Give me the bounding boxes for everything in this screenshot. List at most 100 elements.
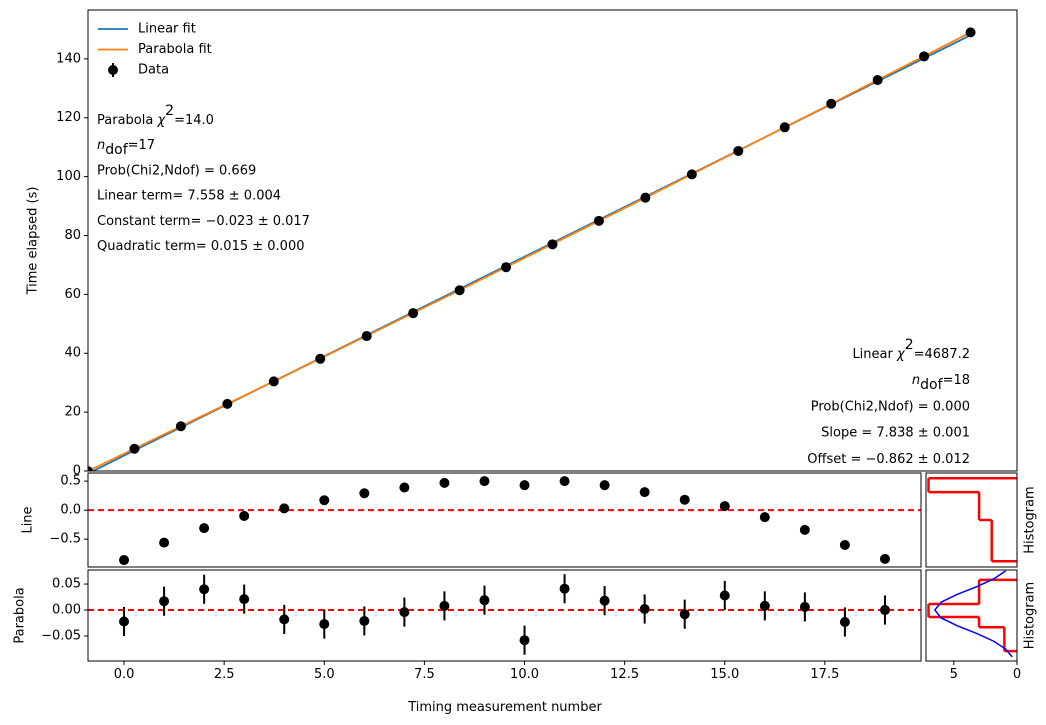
data-point: [719, 501, 730, 512]
data-point: [679, 609, 690, 620]
data-point: [733, 145, 744, 156]
data-point: [559, 583, 570, 594]
annotation-part: =17: [128, 138, 155, 153]
data-point: [159, 596, 170, 607]
data-point: [599, 595, 610, 606]
annotation-part: Prob(Chi2,Ndof) = 0.000: [811, 399, 970, 414]
data-point: [519, 480, 530, 491]
data-point: [119, 555, 130, 566]
legend-label: Parabola fit: [138, 42, 212, 57]
data-point: [159, 537, 170, 548]
annotation-part: Offset = −0.862 ± 0.012: [807, 452, 970, 467]
data-point: [239, 510, 250, 521]
data-point: [799, 524, 810, 535]
data-point: [319, 619, 330, 630]
annotation-part: χ: [156, 113, 166, 128]
data-point: [639, 604, 650, 614]
y-axis-label: Histogram: [1023, 582, 1038, 649]
plot-area: [88, 27, 976, 471]
annotation-part: Quadratic term= 0.015 ± 0.000: [97, 239, 304, 254]
data-point: [547, 239, 558, 250]
data-point: [593, 215, 604, 226]
data-point: [679, 494, 690, 505]
plot-area: [927, 570, 1017, 658]
data-point: [119, 616, 130, 627]
y-axis-label: Histogram: [1023, 486, 1038, 553]
x-tick-label: 15.0: [710, 667, 739, 682]
y-axis-label: Time elapsed (s): [26, 187, 41, 296]
data-point: [319, 495, 330, 506]
data-point: [639, 487, 650, 498]
data-point: [686, 169, 697, 180]
legend-swatch: [108, 65, 118, 75]
data-point: [279, 614, 290, 625]
data-point: [239, 594, 250, 605]
x-tick-label: 0: [1013, 667, 1021, 682]
plot-area: [927, 476, 1017, 563]
y-tick-label: 0.05: [52, 577, 81, 592]
annotation-part: 2: [905, 337, 914, 353]
y-tick-label: 0: [73, 464, 81, 479]
y-axis-label: Line: [21, 506, 36, 533]
legend-label: Linear fit: [138, 22, 196, 37]
data-point: [640, 192, 651, 203]
data-point: [359, 615, 370, 626]
data-point: [199, 584, 210, 595]
gaussian-curve: [933, 570, 1013, 658]
y-tick-label: 140: [56, 51, 81, 66]
data-point: [879, 553, 890, 564]
data-point: [175, 421, 186, 432]
y-tick-label: 80: [64, 228, 81, 243]
data-point: [501, 262, 512, 273]
annotation: Prob(Chi2,Ndof) = 0.000: [811, 399, 970, 414]
data-point: [454, 285, 465, 296]
annotation-part: Linear term= 7.558 ± 0.004: [97, 189, 281, 204]
y-axis-label: Parabola: [13, 587, 28, 643]
annotation-part: χ: [896, 347, 906, 362]
data-point: [439, 600, 450, 611]
data-point: [919, 51, 930, 62]
data-point: [268, 376, 279, 387]
annotation: Offset = −0.862 ± 0.012: [807, 452, 970, 467]
axes-frame: [925, 472, 1018, 568]
annotation: Slope = 7.838 ± 0.001: [821, 426, 970, 441]
x-tick-label: 5.0: [314, 667, 335, 682]
data-point: [759, 512, 770, 523]
plot-area: [88, 574, 921, 655]
y-tick-label: 0.5: [60, 474, 81, 489]
data-point: [361, 331, 372, 342]
data-point: [519, 635, 530, 646]
data-point: [799, 601, 810, 612]
annotation: Linear term= 7.558 ± 0.004: [97, 189, 281, 204]
x-tick-label: 0.0: [114, 667, 135, 682]
data-point: [479, 476, 490, 487]
annotation-part: Parabola: [97, 113, 157, 128]
axes-frame: [87, 569, 922, 662]
data-point: [439, 477, 450, 488]
y-tick-label: 20: [64, 405, 81, 420]
annotation-part: dof: [105, 142, 128, 158]
data-point: [826, 98, 837, 109]
annotation-part: =18: [943, 373, 970, 388]
annotation-part: n: [912, 373, 920, 388]
data-point: [88, 466, 93, 471]
y-tick-label: 0.00: [52, 603, 81, 618]
x-tick-label: 17.5: [810, 667, 839, 682]
data-point: [199, 523, 210, 534]
data-point: [965, 27, 976, 38]
annotation-part: dof: [920, 377, 943, 393]
x-tick-label: 12.5: [610, 667, 639, 682]
x-axis-label: Timing measurement number: [407, 700, 602, 715]
y-tick-label: 120: [56, 110, 81, 125]
axes-frame: [925, 569, 1018, 662]
data-point: [599, 480, 610, 491]
annotation: ndof=18: [912, 373, 970, 393]
data-point: [559, 476, 570, 487]
annotation-part: n: [97, 138, 105, 153]
annotation: Constant term= −0.023 ± 0.017: [97, 214, 310, 229]
annotation: Quadratic term= 0.015 ± 0.000: [97, 239, 304, 254]
x-tick-label: 10.0: [510, 667, 539, 682]
annotation-part: Constant term= −0.023 ± 0.017: [97, 214, 310, 229]
x-tick-label: 7.5: [414, 667, 435, 682]
